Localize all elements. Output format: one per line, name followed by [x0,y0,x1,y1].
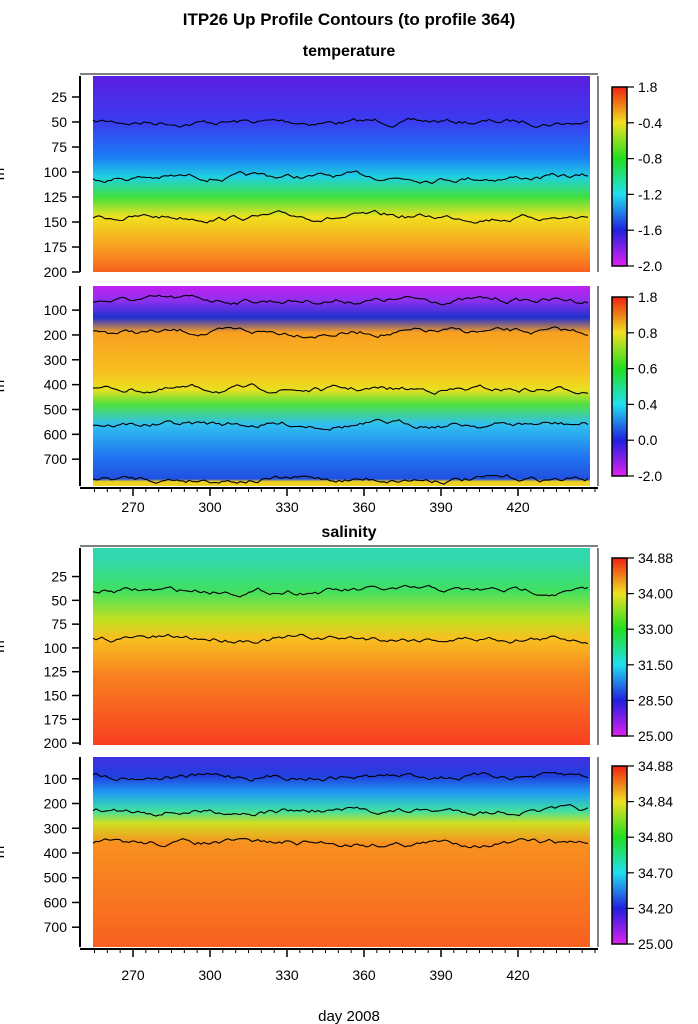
y-tick-label: 25 [51,569,67,585]
heatmap-field [93,286,590,486]
y-tick-label: 150 [44,214,68,230]
colorbar-tick-label: -1.6 [638,222,662,238]
y-tick-label: 600 [44,894,68,910]
colorbar-tick-label: -0.4 [638,115,662,131]
y-tick-label: 175 [44,711,68,727]
colorbar-tick-label: 0.4 [638,396,658,412]
x-tick-label: 300 [198,967,222,983]
heatmap-field [93,76,590,272]
y-tick-label: 500 [44,401,68,417]
y-tick-label: 175 [44,239,68,255]
x-tick-label: 390 [429,967,453,983]
colorbar-tick-label: 25.00 [638,728,673,744]
y-tick-label: 200 [44,264,68,280]
y-tick-label: 100 [44,640,68,656]
colorbar-tick-label: 0.6 [638,361,658,377]
y-tick-label: 50 [51,592,67,608]
y-tick-label: 25 [51,89,67,105]
figure-title: ITP26 Up Profile Contours (to profile 36… [183,10,515,29]
x-tick-label: 270 [121,499,145,515]
x-tick-label: 270 [121,967,145,983]
colorbar [611,765,628,945]
colorbar-tick-label: 34.88 [638,550,673,566]
y-tick-label: 700 [44,451,68,467]
x-tick-label: 360 [352,967,376,983]
y-tick-label: 75 [51,616,67,632]
contour-line [92,838,589,849]
colorbar-tick-label: 0.8 [638,325,658,341]
colorbar [611,86,628,267]
x-tick-label: 420 [506,499,530,515]
contour-line [92,418,589,431]
x-axis-label: day 2008 [318,1008,380,1024]
colorbar-tick-label: 33.00 [638,621,673,637]
colorbar-tick-label: -2.0 [638,258,662,274]
colorbar [611,557,628,737]
contour-line [92,584,589,598]
x-tick-label: 390 [429,499,453,515]
contour-line [93,294,589,306]
heatmap-field [93,548,590,745]
colorbar-tick-label: 1.8 [638,79,658,95]
colorbar-tick-label: 34.88 [638,758,673,774]
contour-line [92,383,589,395]
y-tick-label: 400 [44,845,68,861]
x-tick-label: 330 [275,967,299,983]
y-tick-label: 500 [44,870,68,886]
y-tick-label: 400 [44,377,68,393]
y-tick-label: 100 [44,771,68,787]
y-axis-label: m [0,846,8,859]
contour-line [92,633,589,645]
y-tick-label: 600 [44,426,68,442]
contour-line [92,209,589,224]
x-tick-label: 420 [506,967,530,983]
y-tick-label: 200 [44,796,68,812]
x-tick-label: 330 [275,499,299,515]
y-axis-label: m [0,640,8,653]
colorbar-tick-label: -1.2 [638,186,662,202]
contour-line [92,474,589,485]
colorbar-tick-label: 34.84 [638,794,673,810]
y-tick-label: 50 [51,114,67,130]
colorbar-tick-label: 28.50 [638,692,673,708]
y-tick-label: 300 [44,820,68,836]
colorbar-tick-label: 34.80 [638,829,673,845]
x-tick-label: 360 [352,499,376,515]
colorbar-tick-label: -2.0 [638,468,662,484]
panel-title-temperature: temperature [303,43,396,60]
y-tick-label: 200 [44,735,68,751]
colorbar-tick-label: 34.20 [638,900,673,916]
y-tick-label: 700 [44,919,68,935]
y-tick-label: 75 [51,139,67,155]
y-axis-label: m [0,380,8,393]
y-tick-label: 300 [44,352,68,368]
heatmap-field [93,757,590,947]
y-axis-label: m [0,168,8,181]
contour-line [92,326,589,339]
y-tick-label: 125 [44,664,68,680]
x-tick-label: 300 [198,499,222,515]
contour-line [92,771,589,782]
panel-title-salinity: salinity [321,524,376,541]
y-tick-label: 200 [44,327,68,343]
y-tick-label: 125 [44,189,68,205]
colorbar [611,296,628,477]
contour-line [92,804,589,817]
colorbar-tick-label: 0.0 [638,432,658,448]
contour-line [92,117,589,128]
colorbar-tick-label: -0.8 [638,151,662,167]
colorbar-tick-label: 34.00 [638,586,673,602]
y-tick-label: 150 [44,688,68,704]
colorbar-tick-label: 1.8 [638,289,658,305]
colorbar-tick-label: 34.70 [638,865,673,881]
y-tick-label: 100 [44,302,68,318]
contour-line [92,170,589,184]
y-tick-label: 100 [44,164,68,180]
colorbar-tick-label: 31.50 [638,657,673,673]
colorbar-tick-label: 25.00 [638,936,673,952]
